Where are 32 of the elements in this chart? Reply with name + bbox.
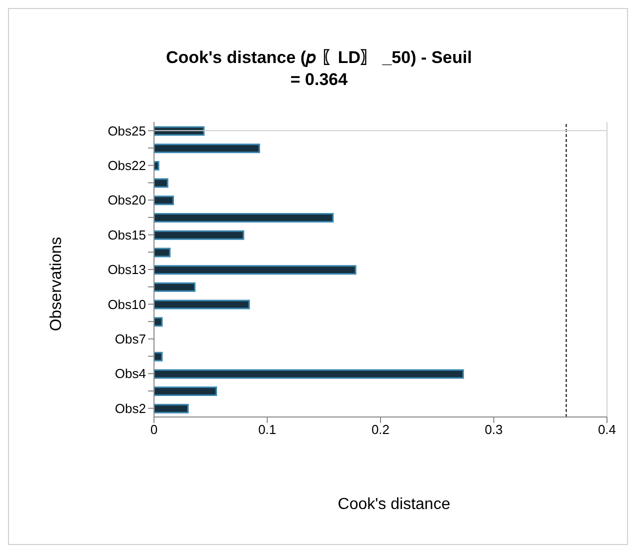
x-tick-label: 0.2	[371, 422, 390, 438]
bar	[154, 213, 334, 223]
bar	[154, 317, 163, 327]
x-tick-label: 0.1	[258, 422, 276, 438]
bar	[154, 386, 218, 396]
x-axis-title: Cook's distance	[336, 496, 452, 514]
bar	[154, 160, 160, 170]
x-tick-label: 0.3	[484, 422, 503, 438]
y-tick-label: Obs2	[114, 400, 146, 416]
y-tick-label: Obs7	[114, 332, 146, 347]
bar	[154, 178, 168, 188]
bar	[154, 404, 189, 414]
bar	[154, 282, 196, 292]
y-tick-label: Obs4	[114, 366, 146, 382]
y-tick-label: Obs10	[108, 296, 146, 312]
bar	[154, 369, 464, 379]
bar	[154, 230, 244, 240]
y-tick-label: Obs22	[108, 158, 146, 173]
bar	[154, 144, 260, 154]
y-axis-title: Observations	[48, 236, 66, 332]
bar	[154, 300, 250, 310]
chart-title: Cook's distance (𝑝 〖LD〗 _50) - Seuil = 0.364	[165, 47, 473, 91]
bar	[154, 248, 171, 258]
y-tick-label: Obs13	[108, 262, 146, 278]
bar	[154, 265, 356, 275]
bar	[154, 196, 174, 206]
y-tick-label: Obs25	[108, 123, 146, 138]
bar	[154, 352, 163, 362]
y-tick-label: Obs20	[108, 192, 146, 208]
x-tick-label: 0	[150, 422, 158, 438]
y-tick-label: Obs15	[108, 227, 146, 242]
x-tick-label: 0.4	[598, 422, 616, 438]
